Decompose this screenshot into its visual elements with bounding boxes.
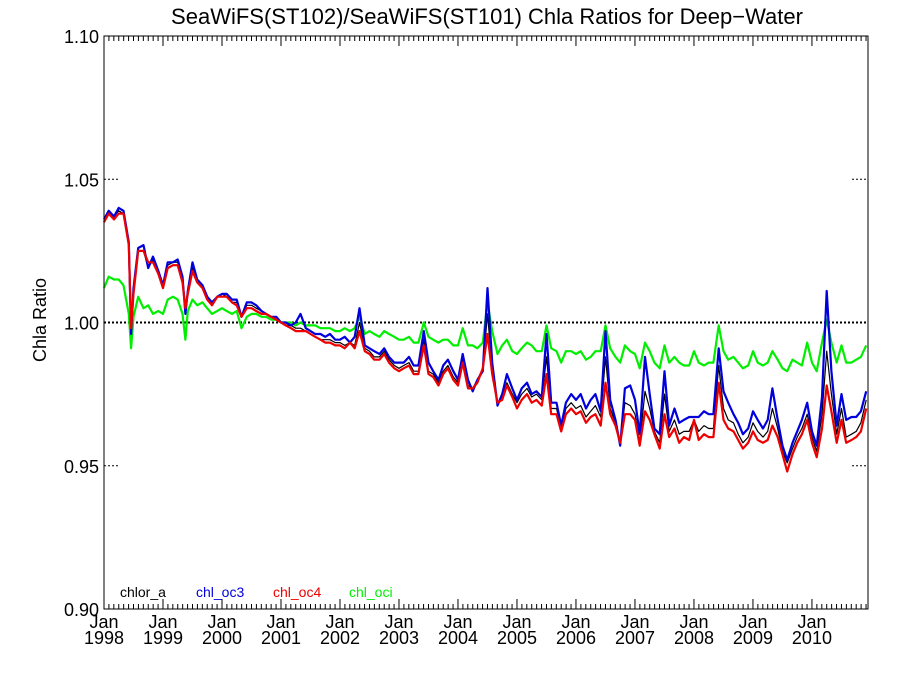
x-tick-month-label: Jan xyxy=(207,612,236,632)
x-tick-month-label: Jan xyxy=(443,612,472,632)
legend-item-chlor-a: chlor_a xyxy=(120,584,166,600)
x-tick-year-label: 2002 xyxy=(320,628,360,648)
y-axis-label: Chla Ratio xyxy=(30,278,50,362)
y-tick-label: 1.05 xyxy=(64,170,99,190)
y-tick-label: 1.10 xyxy=(64,27,99,47)
y-tick-label: 0.95 xyxy=(64,457,99,477)
legend-item-chl-oci: chl_oci xyxy=(349,584,393,600)
plot-area xyxy=(102,206,868,473)
series-line-chl-oc4 xyxy=(103,212,868,473)
x-tick-month-label: Jan xyxy=(620,612,649,632)
x-tick-month-label: Jan xyxy=(325,612,354,632)
x-tick-year-label: 2007 xyxy=(615,628,655,648)
x-tick-year-label: 2000 xyxy=(202,628,242,648)
x-tick-month-label: Jan xyxy=(266,612,295,632)
legend: chlor_a chl_oc3 chl_oc4 chl_oci xyxy=(120,584,393,600)
x-tick-year-label: 2010 xyxy=(792,628,832,648)
x-tick-month-label: Jan xyxy=(148,612,177,632)
legend-item-chl-oc3: chl_oc3 xyxy=(196,584,244,600)
x-tick-year-label: 2009 xyxy=(733,628,773,648)
x-tick-month-label: Jan xyxy=(561,612,590,632)
x-tick-month-label: Jan xyxy=(738,612,767,632)
x-tick-month-label: Jan xyxy=(797,612,826,632)
x-tick-year-label: 2004 xyxy=(438,628,478,648)
x-tick-month-label: Jan xyxy=(502,612,531,632)
y-tick-label: 1.00 xyxy=(64,314,99,334)
chart-title: SeaWiFS(ST102)/SeaWiFS(ST101) Chla Ratio… xyxy=(171,4,803,29)
x-tick-year-label: 1998 xyxy=(84,628,124,648)
x-tick-month-label: Jan xyxy=(679,612,708,632)
x-tick-year-label: 2003 xyxy=(379,628,419,648)
x-tick-year-label: 2001 xyxy=(261,628,301,648)
x-tick-year-label: 2006 xyxy=(556,628,596,648)
legend-item-chl-oc4: chl_oc4 xyxy=(273,584,321,600)
x-tick-month-label: Jan xyxy=(384,612,413,632)
x-tick-year-label: 1999 xyxy=(143,628,183,648)
x-tick-year-label: 2008 xyxy=(674,628,714,648)
x-tick-month-label: Jan xyxy=(89,612,118,632)
y-tick-label: 0.90 xyxy=(64,600,99,620)
x-tick-year-label: 2005 xyxy=(497,628,537,648)
axes: 0.900.951.001.051.10Jan1998Jan1999Jan200… xyxy=(64,27,869,648)
series-line-chl-oci xyxy=(102,275,868,373)
